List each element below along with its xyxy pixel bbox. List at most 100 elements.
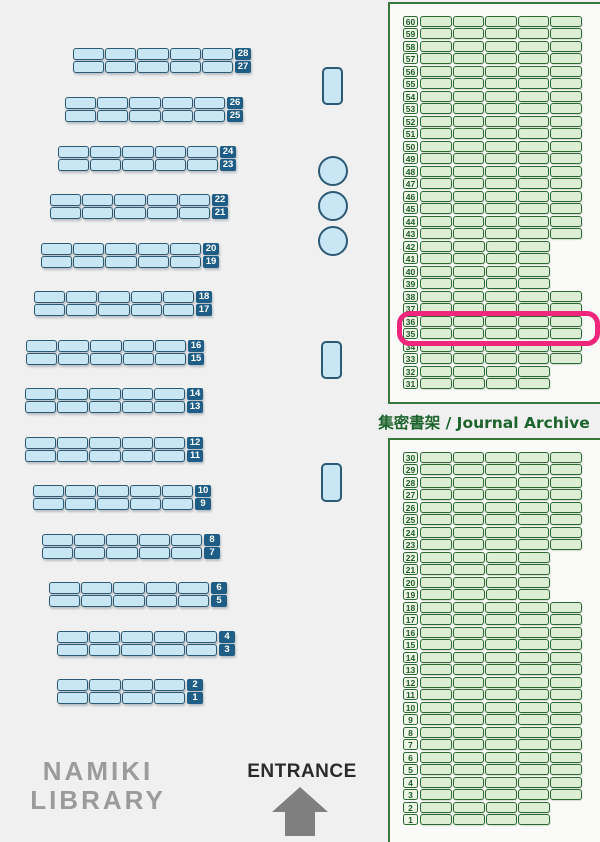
archive-cell — [485, 78, 517, 89]
shelf-cell — [97, 498, 129, 510]
shelf-number-badge: 12 — [187, 437, 203, 449]
archive-row-cells — [420, 191, 582, 202]
archive-row-58: 58 — [403, 41, 600, 52]
shelf-row-cells — [26, 340, 187, 352]
archive-cell — [550, 316, 582, 327]
shelf-cell — [121, 631, 153, 643]
archive-row-16: 16 — [403, 627, 600, 638]
archive-row-cells — [420, 316, 582, 327]
shelf-row-6: 6 — [49, 582, 227, 594]
archive-row-40: 40 — [403, 266, 600, 277]
shelf-number-badge: 10 — [195, 485, 211, 497]
shelf-cell — [25, 401, 57, 413]
archive-row-13: 13 — [403, 664, 600, 675]
archive-cell — [517, 539, 550, 550]
archive-cell — [485, 702, 517, 713]
archive-row-cells — [420, 727, 582, 738]
archive-cell — [485, 328, 517, 339]
archive-cell — [485, 291, 517, 302]
archive-cell — [420, 727, 452, 738]
archive-row-12: 12 — [403, 677, 600, 688]
archive-cell — [485, 303, 517, 314]
archive-row-cells — [420, 602, 582, 613]
shelf-cell — [74, 534, 106, 546]
archive-cell — [420, 452, 452, 463]
archive-cell — [517, 228, 550, 239]
archive-cell — [550, 627, 582, 638]
shelf-number-badge: 14 — [187, 388, 203, 400]
archive-cell — [485, 777, 517, 788]
shelf-row-13: 13 — [25, 401, 203, 413]
shelf-cell — [153, 692, 185, 704]
archive-number-badge: 44 — [403, 216, 418, 227]
shelf-row-cells — [25, 437, 186, 449]
archive-number-badge: 10 — [403, 702, 418, 713]
shelf-cell — [114, 194, 146, 206]
archive-cell — [452, 689, 485, 700]
archive-row-cells — [420, 664, 582, 675]
archive-cell — [517, 714, 550, 725]
shelf-cell — [154, 159, 186, 171]
shelf-cell — [82, 194, 114, 206]
shelf-cell — [98, 291, 130, 303]
archive-cell — [485, 452, 517, 463]
shelf-cell — [98, 304, 130, 316]
shelf-cell — [90, 340, 122, 352]
archive-cell — [517, 489, 550, 500]
archive-cell — [550, 166, 582, 177]
shelf-cell — [26, 353, 58, 365]
archive-cell — [452, 341, 485, 352]
shelf-cell — [65, 97, 97, 109]
entrance-arrow-icon — [272, 787, 328, 812]
archive-cell — [452, 91, 485, 102]
shelf-row-24: 24 — [58, 146, 236, 158]
archive-cell — [420, 764, 452, 775]
archive-row-60: 60 — [403, 16, 600, 27]
archive-number-badge: 49 — [403, 153, 418, 164]
archive-row-34: 34 — [403, 341, 600, 352]
shelf-cell — [97, 110, 129, 122]
archive-number-badge: 43 — [403, 228, 418, 239]
archive-row-cells — [420, 266, 550, 277]
archive-row-28: 28 — [403, 477, 600, 488]
archive-row-8: 8 — [403, 727, 600, 738]
archive-cell — [485, 116, 517, 127]
shelf-row-cells — [26, 353, 187, 365]
archive-number-badge: 60 — [403, 16, 418, 27]
shelf-row-3: 3 — [57, 644, 235, 656]
archive-cell — [550, 739, 582, 750]
shelf-cell — [42, 547, 74, 559]
archive-cell — [420, 539, 452, 550]
archive-cell — [485, 552, 518, 563]
archive-row-cells — [420, 789, 582, 800]
archive-cell — [452, 191, 485, 202]
archive-cell — [452, 552, 485, 563]
archive-cell — [517, 502, 550, 513]
shelf-cell — [185, 644, 218, 656]
archive-row-cells — [420, 502, 582, 513]
shelf-number-badge: 1 — [187, 692, 203, 704]
shelf-cell — [57, 450, 89, 462]
shelf-cell — [153, 401, 186, 413]
archive-row-53: 53 — [403, 103, 600, 114]
archive-row-cells — [420, 41, 582, 52]
archive-cell — [517, 677, 550, 688]
archive-cell — [485, 577, 518, 588]
archive-cell — [517, 191, 550, 202]
shelf-cell — [89, 401, 121, 413]
shelf-cell — [129, 498, 161, 510]
archive-row-52: 52 — [403, 116, 600, 127]
archive-cell — [517, 16, 550, 27]
archive-cell — [518, 589, 550, 600]
archive-row-cells — [420, 777, 582, 788]
shelf-cell — [161, 498, 194, 510]
shelf-cell — [58, 353, 90, 365]
archive-cell — [517, 141, 550, 152]
archive-cell — [550, 291, 582, 302]
archive-row-cells — [420, 677, 582, 688]
archive-cell — [485, 564, 518, 575]
archive-cell — [420, 789, 452, 800]
